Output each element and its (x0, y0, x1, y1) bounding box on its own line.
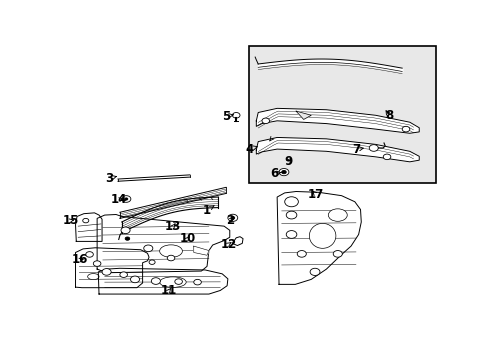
Circle shape (285, 211, 296, 219)
Polygon shape (193, 246, 208, 255)
Polygon shape (256, 108, 418, 133)
Circle shape (285, 231, 296, 238)
Text: 8: 8 (384, 109, 392, 122)
Text: 10: 10 (179, 232, 195, 245)
Text: 11: 11 (161, 284, 177, 297)
Circle shape (309, 268, 319, 275)
Text: 14: 14 (110, 193, 127, 206)
Polygon shape (232, 237, 243, 246)
Circle shape (262, 118, 269, 123)
Text: 2: 2 (225, 214, 233, 227)
Circle shape (124, 198, 127, 200)
Circle shape (151, 278, 160, 284)
Circle shape (297, 251, 305, 257)
Circle shape (401, 126, 409, 132)
Circle shape (230, 216, 234, 219)
Text: 15: 15 (62, 214, 79, 227)
Circle shape (85, 252, 93, 257)
Text: 4: 4 (245, 143, 257, 156)
Circle shape (102, 269, 111, 275)
Text: 5: 5 (222, 109, 233, 123)
Text: 9: 9 (284, 154, 292, 167)
Text: 1: 1 (203, 203, 214, 217)
Ellipse shape (309, 223, 335, 248)
Circle shape (120, 272, 127, 278)
Text: 16: 16 (72, 253, 88, 266)
Text: 7: 7 (351, 143, 363, 156)
Polygon shape (296, 111, 311, 120)
Circle shape (149, 260, 155, 264)
Circle shape (193, 279, 201, 285)
Circle shape (130, 276, 139, 283)
Text: 3: 3 (105, 172, 116, 185)
Circle shape (368, 145, 378, 151)
Circle shape (281, 170, 285, 174)
Circle shape (175, 279, 182, 284)
Polygon shape (277, 192, 361, 284)
Polygon shape (75, 213, 102, 242)
Circle shape (227, 214, 237, 221)
Ellipse shape (87, 274, 99, 280)
Circle shape (284, 197, 298, 207)
Circle shape (82, 219, 89, 223)
Circle shape (332, 251, 342, 257)
Polygon shape (98, 268, 227, 294)
Text: 6: 6 (269, 167, 281, 180)
Polygon shape (256, 138, 418, 162)
Polygon shape (97, 215, 229, 273)
Ellipse shape (159, 277, 186, 287)
Polygon shape (75, 248, 149, 288)
Circle shape (122, 196, 131, 202)
Circle shape (121, 227, 130, 234)
Circle shape (125, 237, 129, 240)
Text: 17: 17 (307, 188, 323, 201)
Text: 12: 12 (220, 238, 236, 251)
Circle shape (232, 112, 240, 118)
Circle shape (143, 245, 153, 252)
Circle shape (279, 168, 288, 176)
Circle shape (93, 261, 101, 266)
Ellipse shape (159, 245, 182, 257)
Circle shape (167, 255, 175, 261)
Circle shape (383, 154, 390, 159)
Text: 13: 13 (165, 220, 181, 233)
Bar (248, 46, 435, 183)
Ellipse shape (327, 209, 346, 221)
